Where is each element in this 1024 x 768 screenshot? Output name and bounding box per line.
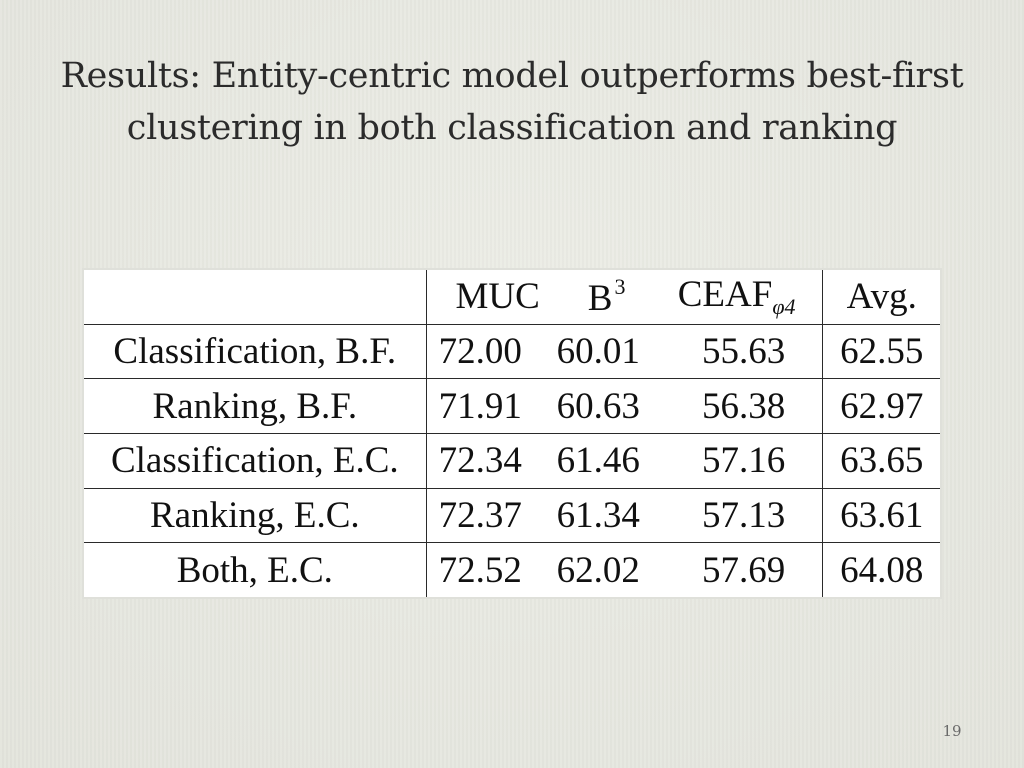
row-label: Ranking, B.F. [82,378,427,434]
cell-muc: 72.00 [438,330,522,372]
row-label: Classification, E.C. [82,432,427,489]
cell-avg: 63.61 [822,487,942,544]
row-metrics-cell: 72.34 61.46 57.16 [425,432,824,489]
cell-b3: 61.34 [556,494,640,536]
header-muc: MUC [455,276,540,318]
header-avg: Avg. [822,268,942,325]
row-label: Both, E.C. [82,542,427,599]
slide-title-line-1: Results: Entity-centric model outperform… [60,56,964,96]
cell-ceaf: 57.16 [702,440,786,482]
header-b3-superscript: 3 [614,273,626,299]
header-b3: B3 [557,274,657,320]
cell-ceaf: 56.38 [702,385,786,427]
table-row: Classification, B.F. 72.00 60.01 55.63 6… [82,323,942,380]
table-row: Ranking, B.F. 71.91 60.63 56.38 62.97 [82,378,942,434]
row-metrics-cell: 72.52 62.02 57.69 [425,542,824,599]
cell-avg: 62.55 [822,323,942,380]
header-ceaf-base: CEAF [677,274,773,316]
cell-ceaf: 57.69 [702,549,786,591]
cell-muc: 72.37 [438,494,522,536]
cell-avg: 63.65 [822,432,942,489]
table-row: Classification, E.C. 72.34 61.46 57.16 6… [82,432,942,489]
cell-b3: 61.46 [556,440,640,482]
cell-avg: 62.97 [822,378,942,434]
row-label: Classification, B.F. [82,323,427,380]
row-metrics-cell: 71.91 60.63 56.38 [425,378,824,434]
slide-title: Results: Entity-centric model outperform… [0,50,1024,154]
cell-muc: 71.91 [438,385,522,427]
table-row: Both, E.C. 72.52 62.02 57.69 64.08 [82,542,942,599]
cell-ceaf: 55.63 [702,330,786,372]
cell-ceaf: 57.13 [702,494,786,536]
cell-avg: 64.08 [822,542,942,599]
cell-b3: 60.63 [556,385,640,427]
header-b3-base: B [587,277,613,319]
cell-b3: 62.02 [556,549,640,591]
header-metrics-cell: MUC B3 CEAFφ4 [425,268,824,325]
header-ceaf: CEAFφ4 [657,273,817,320]
table-header-row: MUC B3 CEAFφ4 Avg. [82,268,942,325]
header-label-cell [82,268,427,325]
row-metrics-cell: 72.37 61.34 57.13 [425,487,824,544]
cell-muc: 72.34 [438,440,522,482]
slide-title-line-2: clustering in both classification and ra… [126,108,898,148]
table-row: Ranking, E.C. 72.37 61.34 57.13 63.61 [82,487,942,544]
cell-b3: 60.01 [556,330,640,372]
results-table: MUC B3 CEAFφ4 Avg. Classification, B.F. … [82,268,942,599]
cell-muc: 72.52 [438,549,522,591]
header-ceaf-subscript: φ4 [772,294,796,320]
row-label: Ranking, E.C. [82,487,427,544]
slide-number: 19 [942,722,962,740]
row-metrics-cell: 72.00 60.01 55.63 [425,323,824,380]
